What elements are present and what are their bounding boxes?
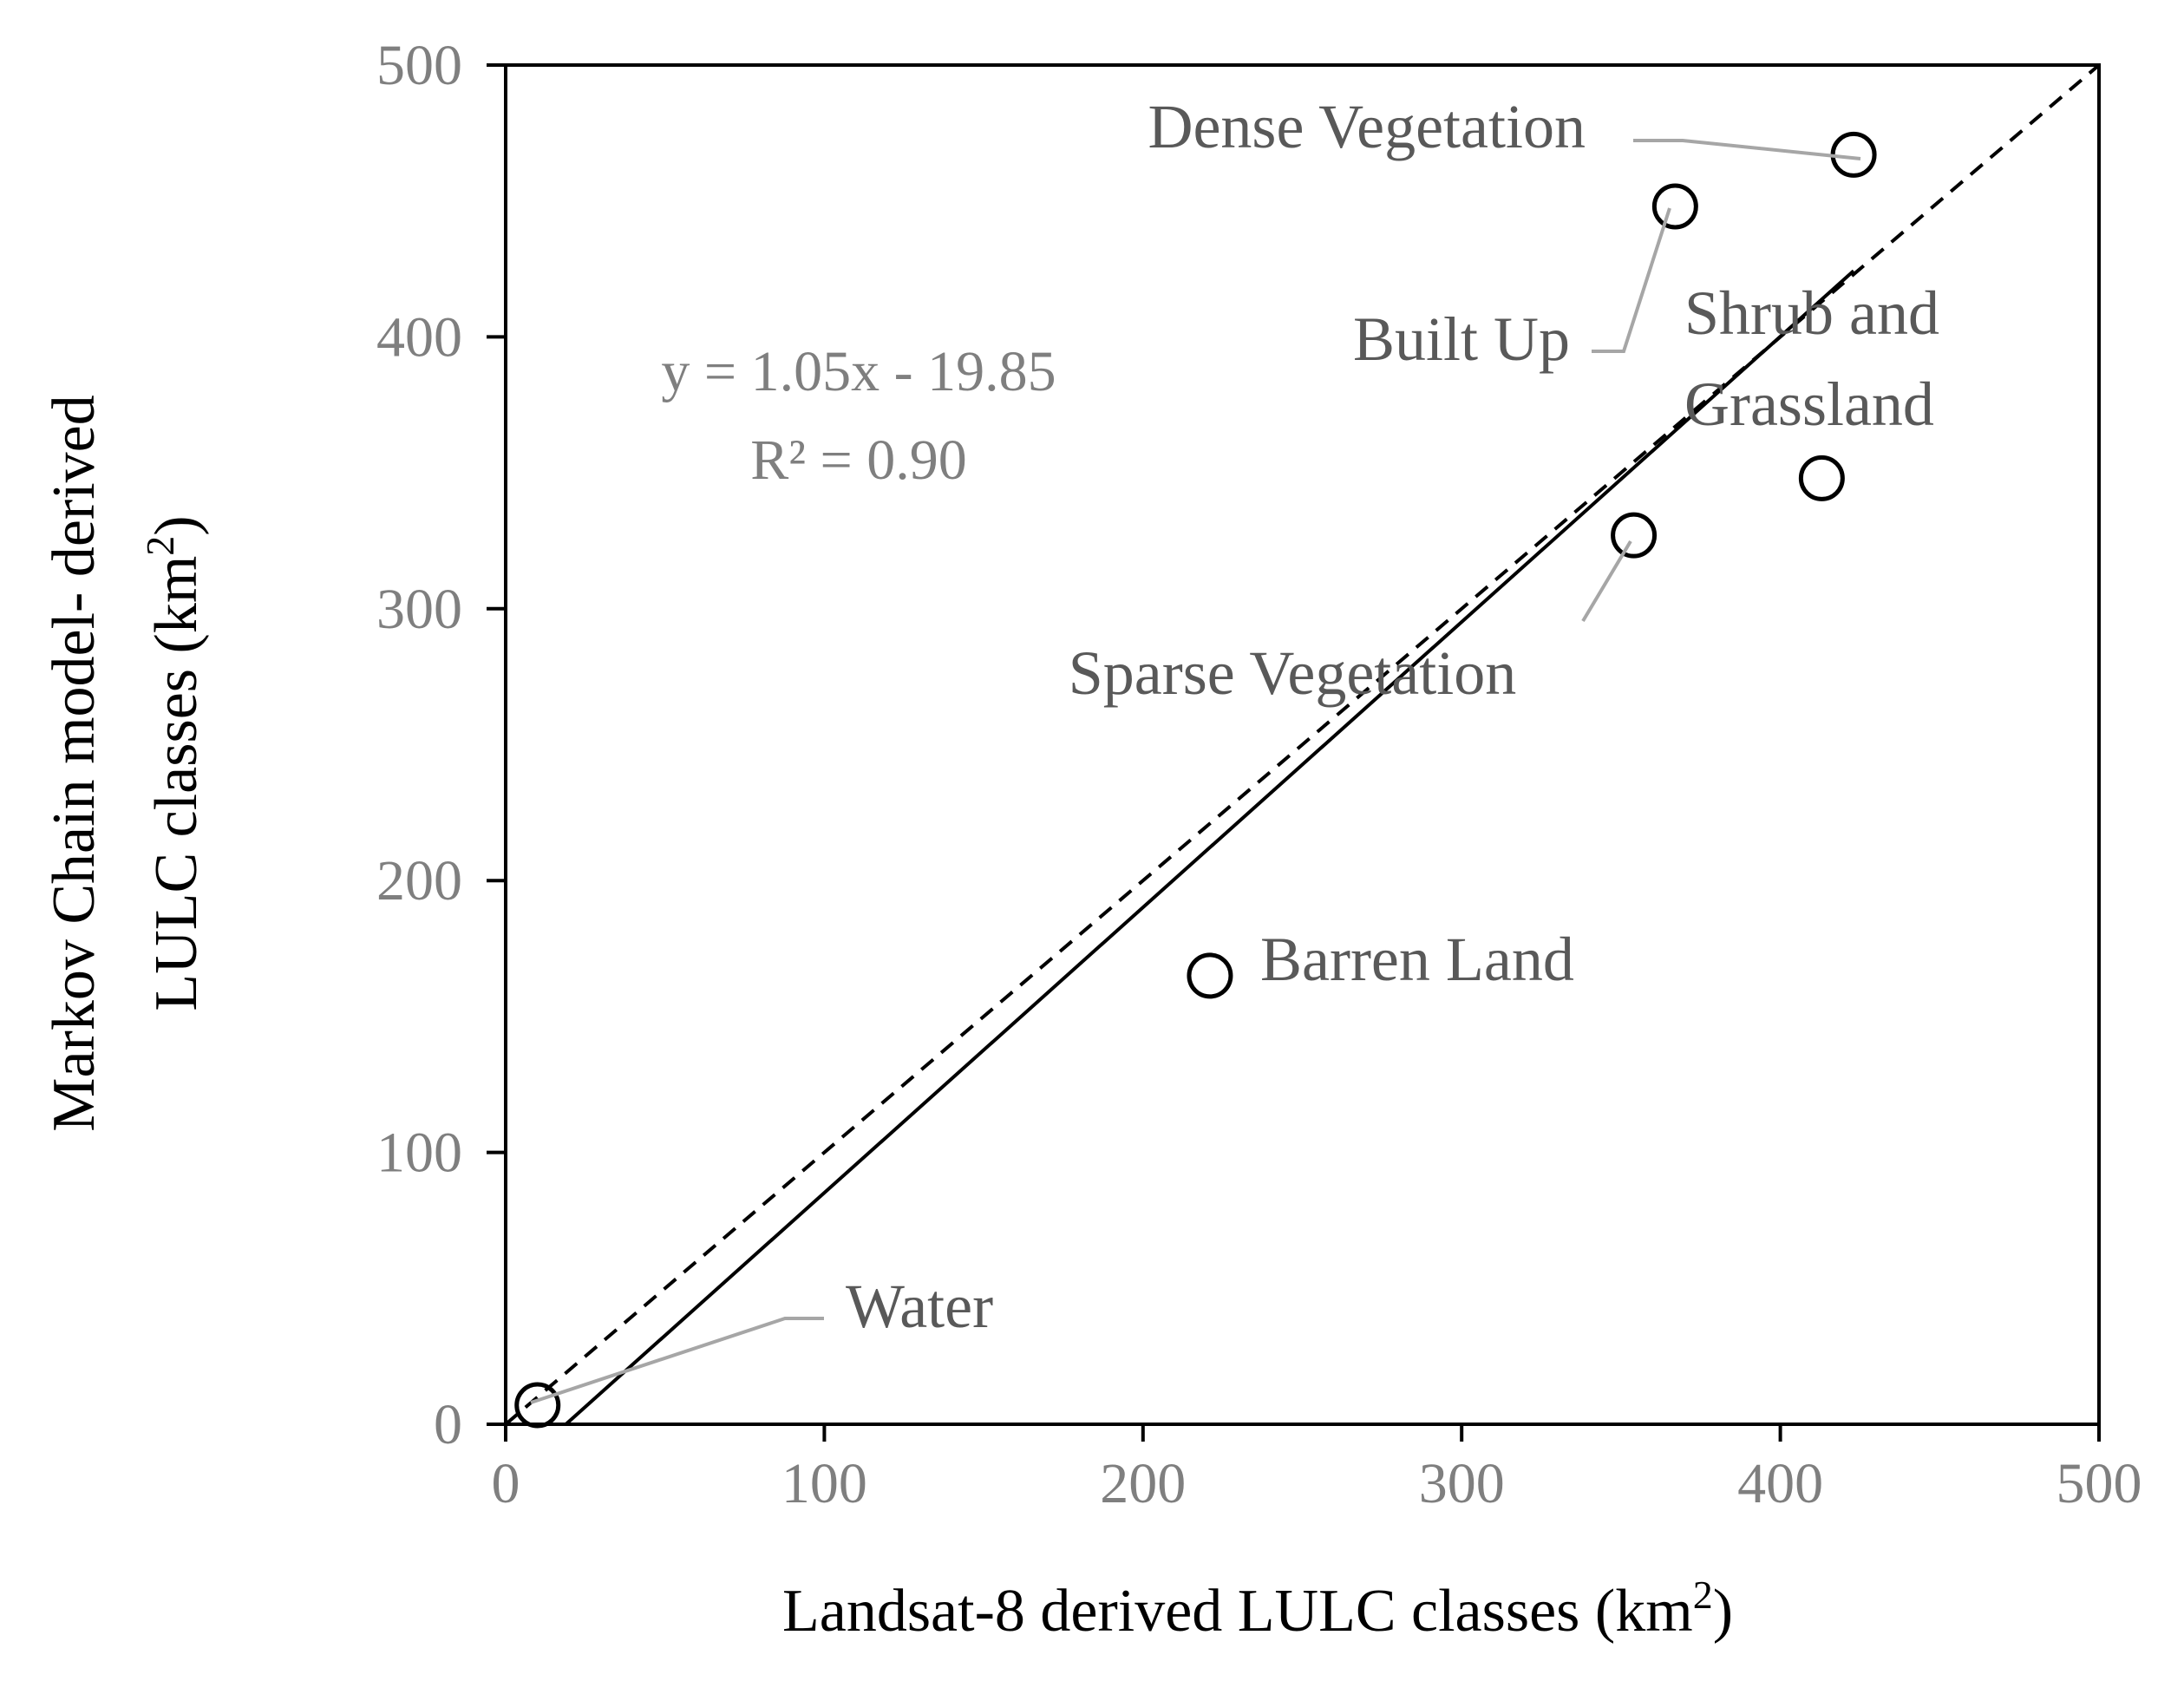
plot-area: [504, 63, 2101, 1426]
data-point-dense-vegetation: [1830, 131, 1877, 178]
x-tick-label-400: 400: [1737, 1452, 1823, 1515]
point-label-water: Water: [846, 1272, 993, 1341]
y-tick-label-500: 500: [376, 34, 462, 97]
annotations: Water Barren Land Sparse Vegetation Built U…: [530, 92, 1939, 1404]
data-point-shrub-and-grassland: [1798, 455, 1845, 501]
leader-line-sparse-vegetation: [1581, 540, 1632, 623]
leader-line-dense-vegetation: [1633, 139, 1861, 160]
point-label-built-up: Built Up: [1353, 304, 1570, 374]
y-tick-label-300: 300: [376, 578, 462, 641]
data-point-sparse-vegetation: [1611, 512, 1658, 559]
x-tick-label-200: 200: [1100, 1452, 1186, 1515]
leader-line-built-up: [1592, 207, 1671, 353]
x-tick-label-300: 300: [1419, 1452, 1505, 1515]
plot-frame: [504, 63, 2101, 1426]
leader-line-water: [530, 1317, 824, 1404]
data-point-built-up: [1651, 183, 1698, 230]
x-tick-label-500: 500: [2056, 1452, 2142, 1515]
trendline: [565, 269, 1855, 1426]
data-marks: [504, 63, 2101, 1429]
x-tick-label-0: 0: [492, 1452, 520, 1515]
data-point-water: [514, 1382, 561, 1429]
point-label-shrub-and-grassland-2: Grassland: [1684, 370, 1934, 439]
x-tick-label-100: 100: [781, 1452, 867, 1515]
y-tick-label-400: 400: [376, 305, 462, 369]
y-tick-label-0: 0: [434, 1393, 462, 1456]
trendline-r-squared: R² = 0.90: [750, 428, 967, 492]
x-axis-label: Landsat-8 derived LULC classes (km2): [782, 1573, 1733, 1645]
reference-line-1to1: [504, 63, 2101, 1426]
point-label-shrub-and-grassland-1: Shrub and: [1684, 278, 1939, 348]
y-axis-label-line1: Markov Chain model- derived: [41, 395, 108, 1132]
point-label-dense-vegetation: Dense Vegetation: [1148, 92, 1586, 161]
y-tick-label-200: 200: [376, 849, 462, 912]
y-tick-label-100: 100: [376, 1122, 462, 1185]
data-point-barren-land: [1187, 952, 1233, 999]
trendline-equation: y = 1.05x - 19.85: [661, 340, 1056, 403]
point-label-barren-land: Barren Land: [1260, 925, 1574, 994]
y-axis-label-line2: LULC classes (km2): [138, 515, 210, 1011]
axis-ticks: 0 100 200 300 400 500 0 100 200 300 400 500: [376, 34, 2142, 1515]
point-label-sparse-vegetation: Sparse Vegetation: [1069, 638, 1517, 708]
